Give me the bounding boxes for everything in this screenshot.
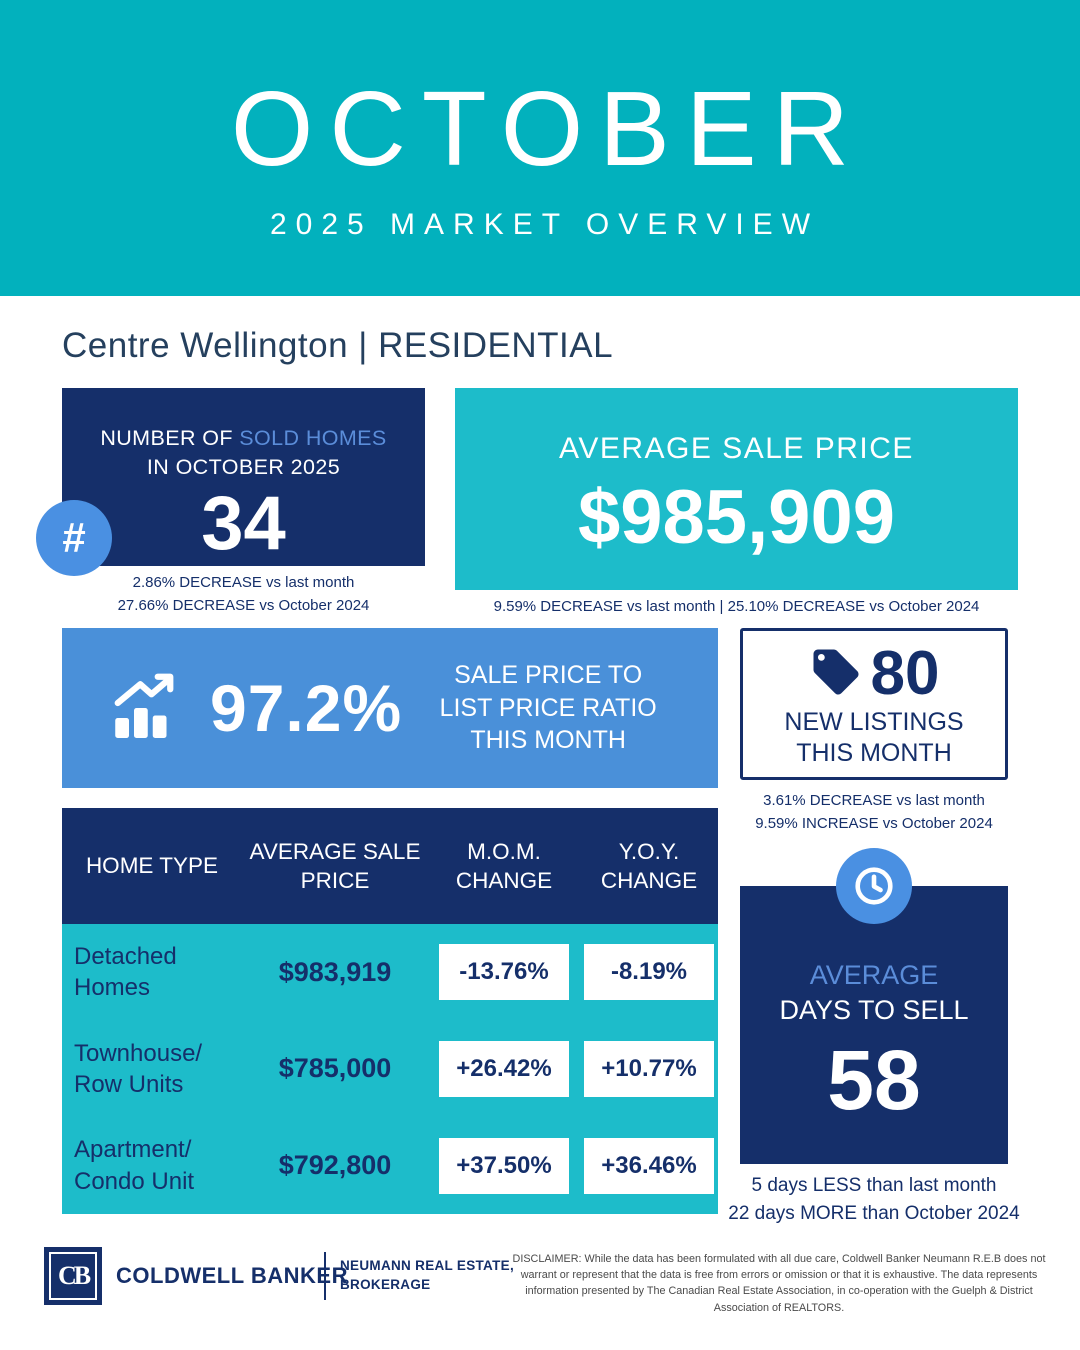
clock-icon	[836, 848, 912, 924]
average-sale-price-label: AVERAGE SALE PRICE	[559, 432, 914, 465]
region-heading: Centre Wellington | RESIDENTIAL	[62, 326, 614, 365]
new-listings-value: 80	[870, 639, 940, 708]
new-listings-label: NEW LISTINGS THIS MONTH	[743, 707, 1005, 770]
sold-homes-stat-mom: 2.86% DECREASE vs last month	[132, 574, 355, 591]
yoy-change-cell: +36.46%	[584, 1137, 714, 1194]
yoy-change-cell: +10.77%	[584, 1040, 714, 1097]
new-listings-stat-yoy: 9.59% INCREASE vs October 2024	[755, 814, 993, 832]
days-to-sell-label-main: DAYS TO SELL	[779, 995, 969, 1026]
table-header-home-type: HOME TYPE	[85, 853, 219, 879]
average-price-cell: $983,919	[278, 956, 392, 987]
new-listings-box: 80 NEW LISTINGS THIS MONTH	[740, 628, 1008, 780]
brokerage-name: NEUMANN REAL ESTATE, BROKERAGE	[340, 1257, 514, 1295]
brokerage-name-line1: NEUMANN REAL ESTATE,	[340, 1258, 515, 1273]
home-type-table-header: HOME TYPE AVERAGE SALE PRICE M.O.M. CHAN…	[62, 808, 718, 924]
month-title: OCTOBER	[230, 70, 866, 188]
home-type-cell: Detached Homes	[74, 943, 177, 1002]
table-header-yoy-change: Y.O.Y. CHANGE	[600, 838, 698, 893]
mom-change-cell: +26.42%	[439, 1040, 569, 1097]
footer-divider	[324, 1252, 326, 1300]
sold-homes-card: NUMBER OF SOLD HOMES IN OCTOBER 2025 34	[62, 388, 425, 566]
new-listings-top: 80	[743, 643, 1005, 705]
disclaimer-text: DISCLAIMER: While the data has been form…	[512, 1253, 1046, 1314]
home-type-cell: Apartment/ Condo Unit	[74, 1136, 195, 1195]
mom-change-cell: -13.76%	[439, 944, 569, 1001]
average-price-cell: $785,000	[278, 1053, 392, 1084]
new-listings-label-line1: NEW LISTINGS	[784, 708, 964, 736]
new-listings-stats: 3.61% DECREASE vs last month 9.59% INCRE…	[716, 790, 1032, 835]
sold-homes-label-prefix: NUMBER OF	[100, 426, 240, 450]
table-header-average-sale-price: AVERAGE SALE PRICE	[249, 838, 421, 893]
days-to-sell-value: 58	[827, 1033, 921, 1128]
days-to-sell-label: AVERAGE DAYS TO SELL	[740, 958, 1008, 1028]
sold-homes-label-highlight: SOLD HOMES	[239, 426, 387, 450]
header-subtitle: 2025 MARKET OVERVIEW	[269, 208, 820, 241]
average-sale-price-stats: 9.59% DECREASE vs last month | 25.10% DE…	[493, 598, 980, 615]
days-to-sell-card: AVERAGE DAYS TO SELL 58	[740, 848, 1008, 1164]
price-tag-icon	[809, 645, 863, 704]
new-listings-stat-mom: 3.61% DECREASE vs last month	[763, 792, 985, 809]
average-sale-price-value: $985,909	[578, 475, 895, 560]
brand-name: COLDWELL BANKER	[116, 1263, 348, 1288]
coldwell-banker-logo: CB	[44, 1247, 102, 1305]
table-row: Detached Homes $983,919 -13.76% -8.19%	[62, 924, 718, 1021]
ratio-value: 97.2%	[210, 671, 403, 745]
header-banner: OCTOBER 2025 MARKET OVERVIEW	[0, 0, 1080, 296]
average-price-cell: $792,800	[278, 1150, 392, 1181]
yoy-change-cell: -8.19%	[584, 944, 714, 1001]
hash-icon: #	[36, 500, 112, 576]
home-type-cell: Townhouse/ Row Units	[74, 1039, 203, 1098]
ratio-label: SALE PRICE TO LIST PRICE RATIO THIS MONT…	[439, 661, 657, 755]
bar-chart-trend-icon	[104, 668, 184, 748]
average-sale-price-card: AVERAGE SALE PRICE $985,909	[455, 388, 1018, 590]
sold-homes-value: 34	[201, 481, 286, 567]
sold-homes-label-line2: IN OCTOBER 2025	[146, 455, 341, 480]
days-to-sell-stats: 5 days LESS than last month 22 days MORE…	[706, 1172, 1042, 1227]
home-type-table-body: Detached Homes $983,919 -13.76% -8.19% T…	[62, 924, 718, 1214]
sold-homes-label: NUMBER OF SOLD HOMES IN OCTOBER 2025	[62, 424, 425, 482]
days-to-sell-stat-mom: 5 days LESS than last month	[751, 1175, 997, 1196]
brokerage-name-line2: BROKERAGE	[340, 1276, 431, 1292]
sale-to-list-ratio-band: 97.2% SALE PRICE TO LIST PRICE RATIO THI…	[62, 628, 718, 788]
cb-monogram: CB	[49, 1252, 97, 1300]
days-to-sell-stat-yoy: 22 days MORE than October 2024	[728, 1202, 1020, 1224]
sold-homes-stats: 2.86% DECREASE vs last month 27.66% DECR…	[62, 572, 425, 617]
table-row: Townhouse/ Row Units $785,000 +26.42% +1…	[62, 1021, 718, 1118]
mom-change-cell: +37.50%	[439, 1137, 569, 1194]
days-to-sell-label-accent: AVERAGE	[809, 960, 939, 990]
sold-homes-stat-yoy: 27.66% DECREASE vs October 2024	[117, 596, 370, 614]
new-listings-label-line2: THIS MONTH	[796, 739, 952, 768]
table-header-mom-change: M.O.M. CHANGE	[455, 838, 553, 893]
table-row: Apartment/ Condo Unit $792,800 +37.50% +…	[62, 1117, 718, 1214]
